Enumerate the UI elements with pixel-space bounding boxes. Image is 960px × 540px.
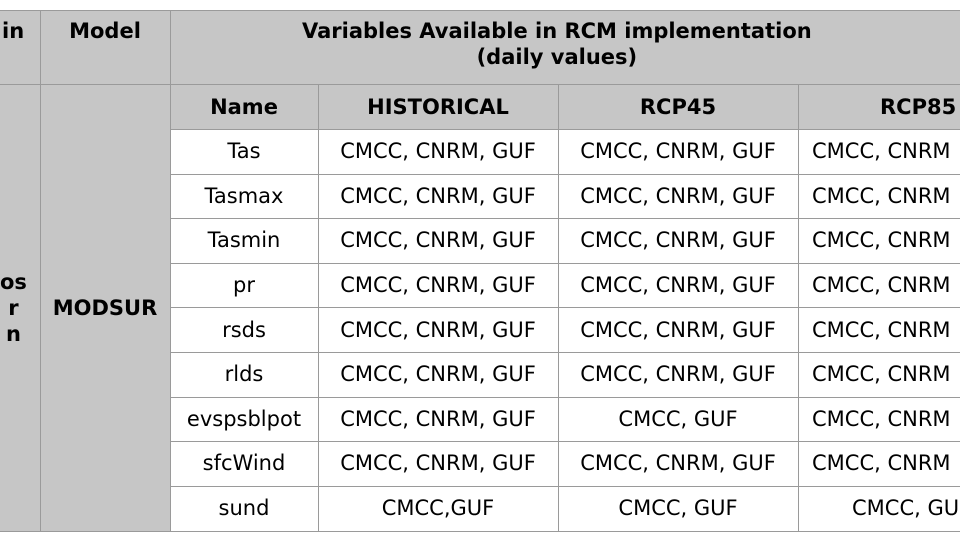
cell-historical: CMCC, CNRM, GUF [318,441,558,486]
cell-historical: CMCC, CNRM, GUF [318,218,558,263]
cell-rcp45: CMCC, GUF [558,396,798,442]
cell-rcp85: CMCC, CNRM [798,218,960,263]
cell-rcp85: CMCC, GU [798,485,960,531]
model-name: MODSUR [40,84,170,531]
cell-rcp45: CMCC, GUF [558,485,798,531]
header-col-model: Model [40,10,170,84]
cell-name: Tasmax [170,173,318,219]
cell-rcp85: CMCC, CNRM [798,262,960,308]
subheader-name: Name [170,84,318,129]
cell-rcp85: CMCC, CNRM [798,441,960,486]
cell-rcp45: CMCC, CNRM, GUF [558,307,798,352]
subheader-historical: HISTORICAL [318,84,558,129]
header-col-region: in [0,10,40,84]
cell-name: rlds [170,352,318,397]
subheader-rcp45: RCP45 [558,84,798,129]
cell-name: evspsblpot [170,396,318,442]
cell-name: pr [170,262,318,308]
cell-rcp85: CMCC, CNRM [798,352,960,397]
cell-rcp85: CMCC, CNRM [798,129,960,174]
cell-name: sund [170,485,318,531]
cell-rcp45: CMCC, CNRM, GUF [558,441,798,486]
cell-name: Tas [170,129,318,174]
cell-rcp45: CMCC, CNRM, GUF [558,173,798,219]
cell-historical: CMCC, CNRM, GUF [318,307,558,352]
cell-rcp85: CMCC, CNRM [798,396,960,442]
cell-historical: CMCC, CNRM, GUF [318,396,558,442]
cell-rcp45: CMCC, CNRM, GUF [558,262,798,308]
cell-historical: CMCC, CNRM, GUF [318,262,558,308]
cell-rcp45: CMCC, CNRM, GUF [558,218,798,263]
cell-historical: CMCC,GUF [318,485,558,531]
cell-historical: CMCC, CNRM, GUF [318,352,558,397]
subheader-rcp85: RCP85 [798,84,960,129]
cell-rcp85: CMCC, CNRM [798,173,960,219]
header-variables-title: Variables Available in RCM implementatio… [170,10,960,84]
cell-rcp85: CMCC, CNRM [798,307,960,352]
region-group-label: os r n [0,84,40,531]
cell-historical: CMCC, CNRM, GUF [318,129,558,174]
cell-name: rsds [170,307,318,352]
cell-name: sfcWind [170,441,318,486]
cell-rcp45: CMCC, CNRM, GUF [558,352,798,397]
cell-name: Tasmin [170,218,318,263]
cell-rcp45: CMCC, CNRM, GUF [558,129,798,174]
cell-historical: CMCC, CNRM, GUF [318,173,558,219]
